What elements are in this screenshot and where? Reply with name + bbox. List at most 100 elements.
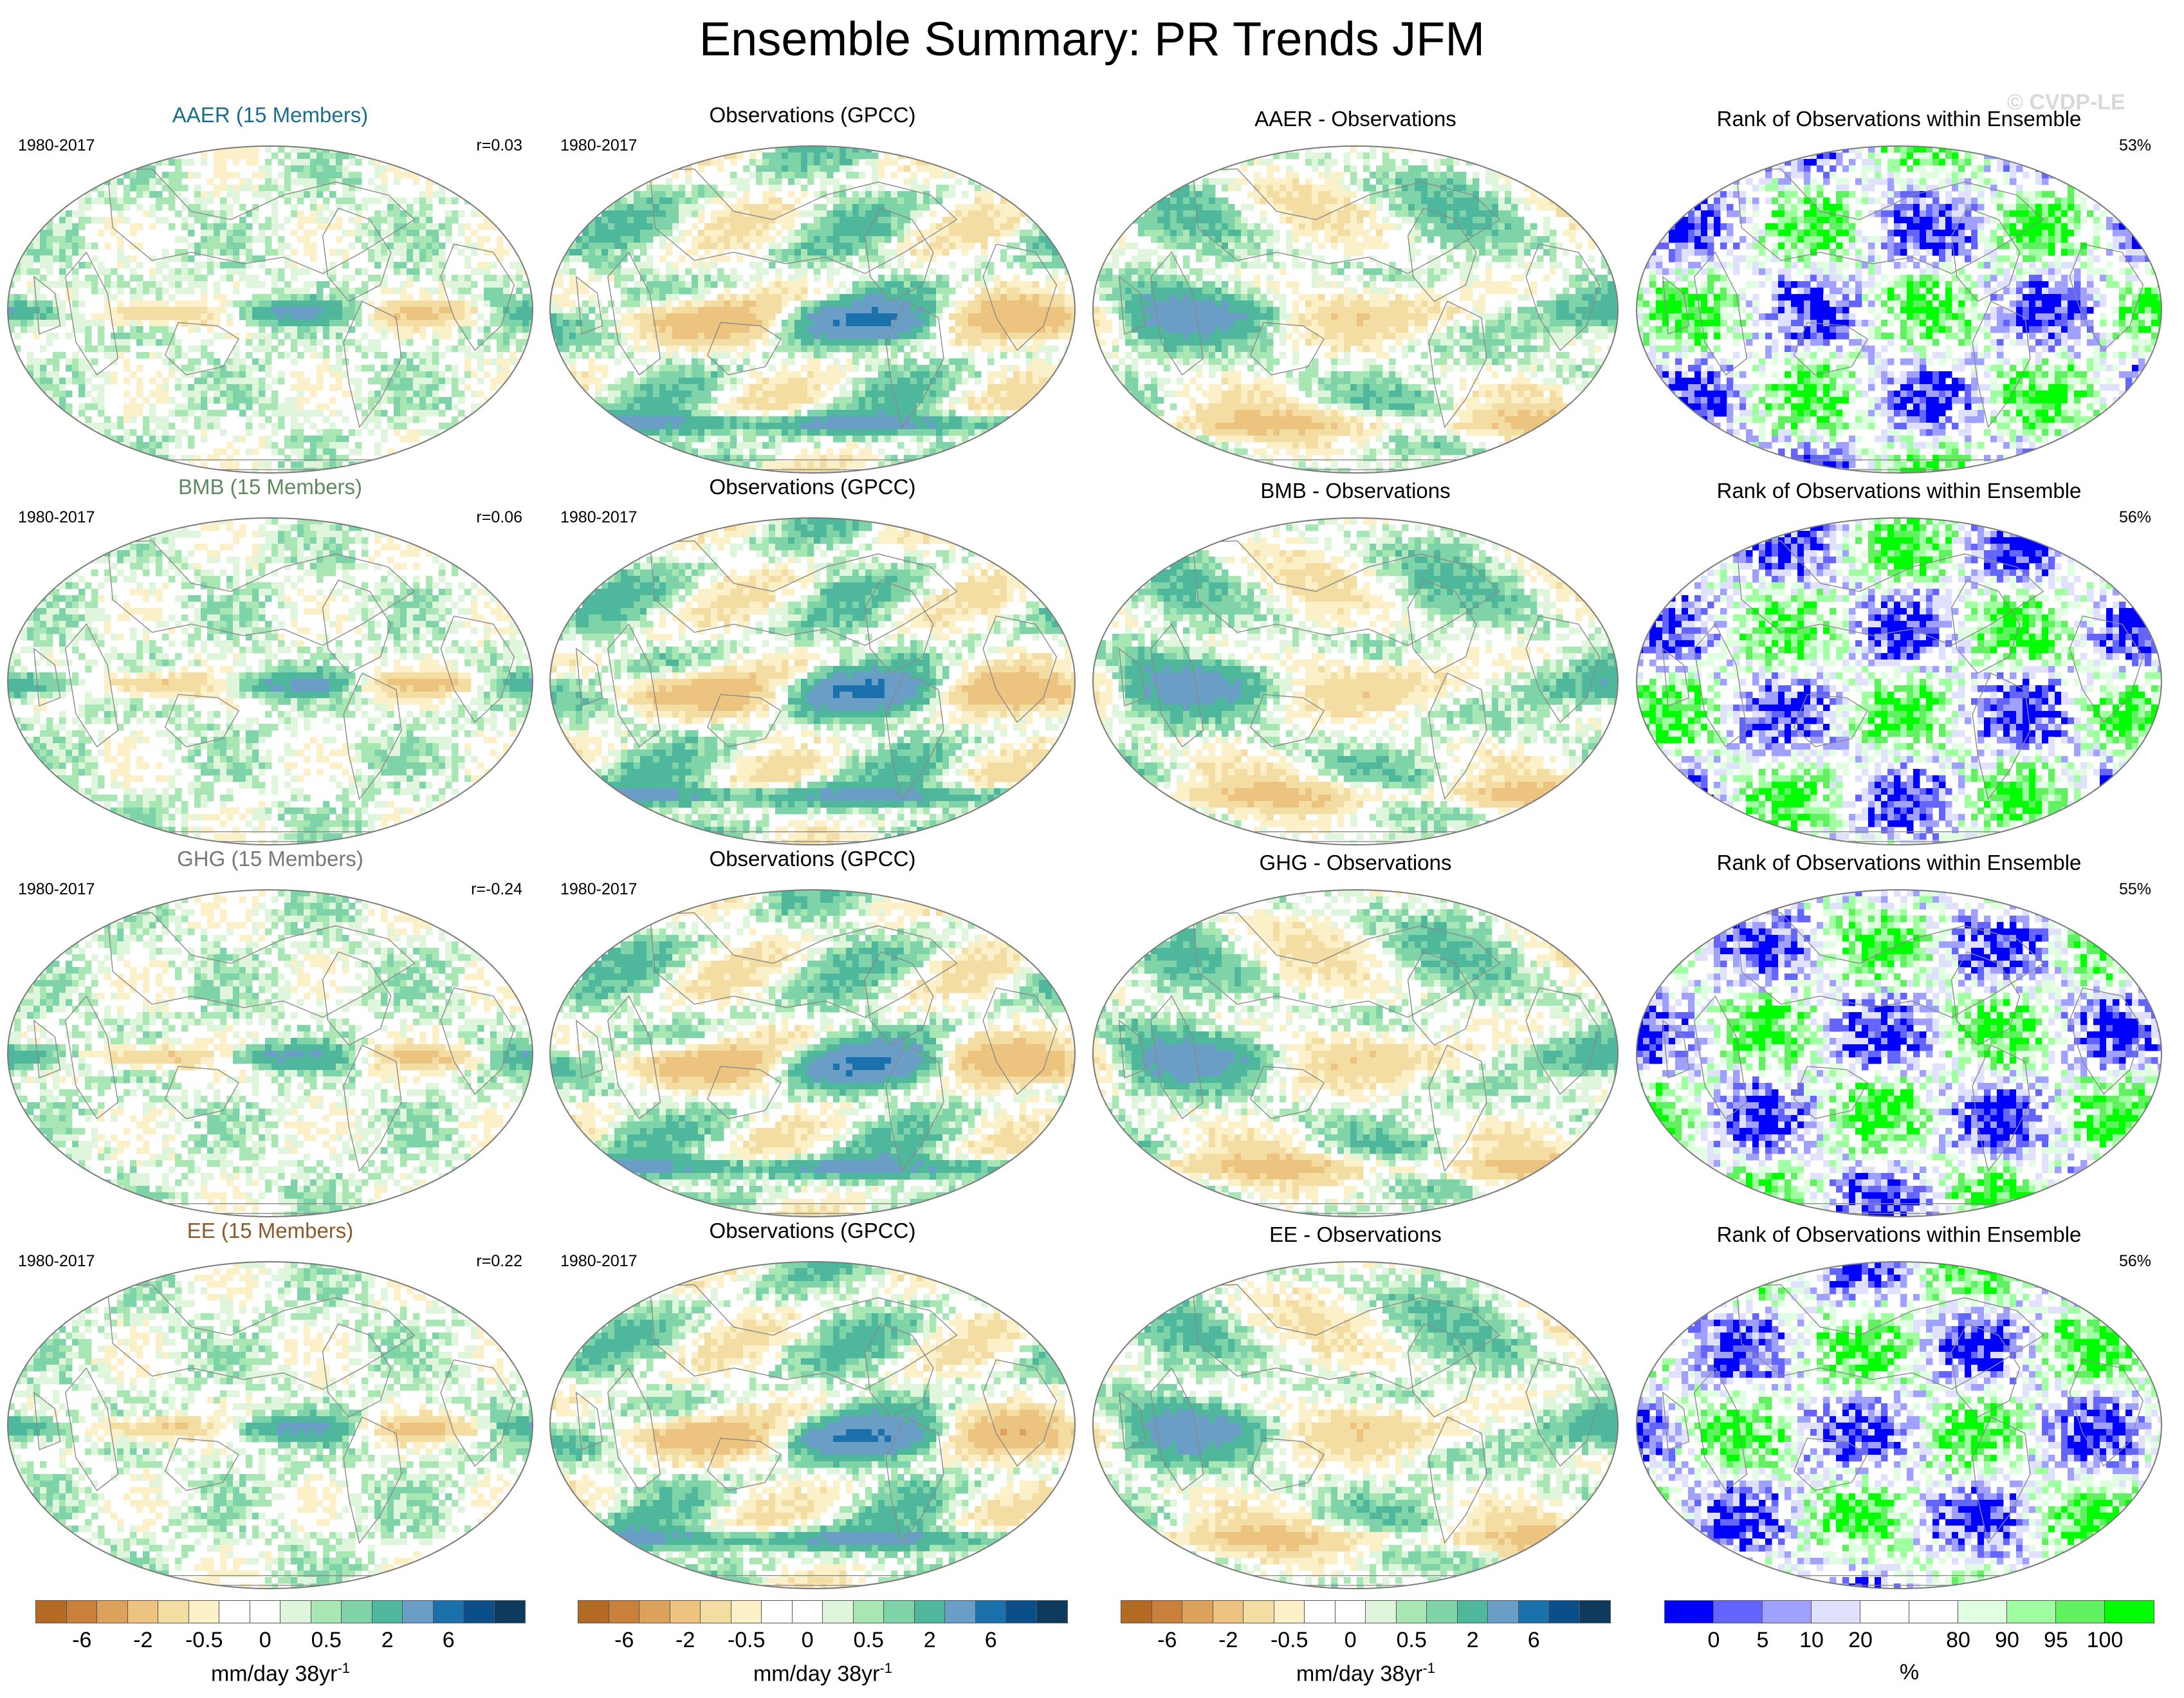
map-border [7,145,533,474]
colorbar-tick-label: 80 [1946,1628,1970,1653]
rank-percent: 56% [2119,1252,2151,1271]
colorbar-swatch [578,1600,610,1623]
colorbar-tick-label: 5 [1757,1628,1769,1653]
colorbar-swatch [1036,1600,1068,1623]
period-label: 1980-2017 [560,1252,638,1271]
map-panel-ee-diff: EE - Observations [1092,1219,1619,1589]
map-panel-ghg-ens: GHG (15 Members) 1980-2017 r=-0.24 [6,847,534,1217]
panel-title: EE (15 Members) [6,1219,534,1243]
panel-title: Observations (GPCC) [549,103,1076,127]
colorbar-swatch [371,1600,403,1623]
colorbar-swatch [822,1600,854,1623]
map-1-3 [1636,517,2162,845]
map-border [1636,517,2162,845]
panel-title: Rank of Observations within Ensemble [1635,479,2163,503]
colorbar-swatch [791,1600,823,1623]
panel-title: GHG (15 Members) [6,847,534,871]
colorbar-unit: % [1665,1660,2154,1685]
colorbar-unit-exponent: -1 [337,1660,350,1676]
rank-percent: 56% [2119,508,2151,527]
map-border [1092,889,1619,1217]
colorbar-swatch [883,1600,915,1623]
colorbar-swatch [1548,1600,1581,1623]
colorbar-swatch [639,1600,671,1623]
panel-title: GHG - Observations [1092,851,1619,875]
colorbar-tick-label: 20 [1848,1628,1873,1653]
colorbar-swatch [402,1600,434,1623]
map-border [1636,889,2162,1217]
colorbar-unit-text: mm/day 38yr [1296,1661,1423,1686]
colorbar-tick-label: 0 [259,1628,271,1653]
map-border [7,1261,533,1589]
trend-field [8,146,533,473]
map-border [549,889,1076,1217]
colorbar-tick-label: -6 [1157,1628,1177,1653]
map-1-0 [7,517,533,845]
colorbar-tick-label: 0.5 [854,1628,884,1653]
rank-percent: 53% [2119,136,2151,155]
colorbar-swatch [1273,1600,1305,1623]
rank-percent: 55% [2119,880,2151,899]
map-border [549,517,1076,845]
colorbar-swatch [730,1600,762,1623]
colorbar-tick-label: 100 [2087,1628,2124,1653]
colorbar-swatch [761,1600,793,1623]
panel-title: AAER (15 Members) [6,103,534,127]
colorbar-tick-label: -2 [1218,1628,1238,1653]
colorbar-unit-text: mm/day 38yr [211,1661,338,1686]
colorbar-swatch [1334,1600,1366,1623]
map-panel-ee-obs: Observations (GPCC) 1980-2017 [549,1219,1076,1589]
panel-title: Rank of Observations within Ensemble [1635,1223,2163,1247]
coastlines [575,912,1058,1214]
panel-title: Rank of Observations within Ensemble [1635,851,2163,875]
colorbar-tick-label: 2 [924,1628,936,1653]
map-border [1092,145,1619,474]
colorbar-tick-label: 6 [985,1628,997,1653]
colorbar-tick-label: -6 [72,1628,91,1653]
colorbar-unit: mm/day 38yr-1 [36,1660,525,1686]
map-border [1636,145,2162,474]
trend-field [8,518,533,845]
colorbar-tick-label: 0 [1708,1628,1720,1653]
colorbar-swatch [1365,1600,1397,1623]
map-panel-aaer-obs: Observations (GPCC) 1980-2017 [549,103,1076,474]
colorbar-swatch [913,1600,946,1623]
colorbar-swatch [463,1600,495,1623]
pr-colorbar: -6 -2 -0.5 0 0.5 2 6 mm/day 38yr-1 [1121,1600,1611,1691]
map-border [549,1261,1076,1589]
colorbar-swatch [975,1600,1007,1623]
colorbar-swatch [1426,1600,1458,1623]
pattern-correlation: r=-0.24 [471,880,522,899]
colorbar-swatch [1487,1600,1519,1623]
map-panel-ee-rank: Rank of Observations within Ensemble 56% [1635,1219,2163,1589]
map-border [7,889,533,1217]
pattern-correlation: r=0.06 [476,508,522,527]
colorbar-swatch [35,1600,68,1623]
colorbar-swatch [1304,1600,1336,1623]
trend-field [550,146,1075,473]
colorbar-swatch [341,1600,373,1623]
map-border [7,517,533,845]
figure-title: Ensemble Summary: PR Trends JFM [0,12,2184,66]
period-label: 1980-2017 [18,136,95,155]
panel-title: Observations (GPCC) [549,475,1076,499]
map-panel-bmb-diff: BMB - Observations [1092,475,1619,845]
panel-title: BMB (15 Members) [6,475,534,499]
panel-title: Rank of Observations within Ensemble [1635,107,2163,131]
colorbar-swatch [219,1600,251,1623]
map-3-1 [549,1261,1076,1589]
colorbar-tick-label: 6 [443,1628,455,1653]
colorbar-swatch [1579,1600,1611,1623]
trend-field [550,518,1075,845]
colorbar-swatch [2006,1600,2057,1623]
colorbar-unit-text: % [1900,1660,1919,1684]
colorbar-unit-exponent: -1 [1422,1660,1435,1676]
colorbar-swatch [188,1600,220,1623]
colorbar-swatch [2055,1600,2106,1623]
colorbar-swatch [127,1600,159,1623]
period-label: 1980-2017 [18,1252,95,1271]
panel-title: AAER - Observations [1092,107,1619,131]
colorbar-swatch [1456,1600,1489,1623]
colorbar-unit-text: mm/day 38yr [753,1661,880,1686]
map-0-0 [7,145,533,474]
